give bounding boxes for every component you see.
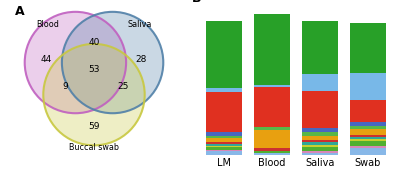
Bar bbox=[206, 138, 242, 142]
Bar bbox=[206, 142, 242, 144]
Bar bbox=[350, 137, 386, 139]
Bar bbox=[206, 150, 242, 151]
Bar bbox=[206, 132, 242, 136]
Bar bbox=[350, 128, 386, 135]
Bar bbox=[206, 144, 242, 146]
Text: 28: 28 bbox=[136, 55, 147, 64]
Bar bbox=[350, 73, 386, 100]
Bar bbox=[254, 85, 290, 87]
Text: 40: 40 bbox=[88, 38, 100, 47]
Bar bbox=[206, 147, 242, 150]
Text: 25: 25 bbox=[117, 82, 128, 91]
Text: Buccal swab: Buccal swab bbox=[69, 143, 119, 152]
Bar bbox=[254, 148, 290, 151]
Bar bbox=[254, 14, 290, 85]
Bar bbox=[350, 139, 386, 141]
Bar bbox=[302, 128, 338, 132]
Bar bbox=[350, 23, 386, 73]
Bar bbox=[302, 21, 338, 74]
Bar bbox=[254, 153, 290, 155]
Bar bbox=[350, 126, 386, 128]
Bar bbox=[302, 136, 338, 140]
Bar bbox=[254, 130, 290, 148]
Bar bbox=[302, 132, 338, 136]
Bar bbox=[254, 87, 290, 127]
Bar bbox=[206, 151, 242, 155]
Bar bbox=[206, 88, 242, 92]
Bar bbox=[302, 140, 338, 142]
Text: 59: 59 bbox=[88, 122, 100, 131]
Bar bbox=[350, 146, 386, 148]
Text: 44: 44 bbox=[41, 55, 52, 64]
Bar bbox=[302, 151, 338, 153]
Circle shape bbox=[25, 12, 126, 113]
Circle shape bbox=[62, 12, 163, 113]
Text: Saliva: Saliva bbox=[127, 20, 152, 29]
Bar bbox=[254, 151, 290, 153]
Bar bbox=[302, 142, 338, 144]
Bar bbox=[302, 74, 338, 91]
Bar bbox=[350, 135, 386, 137]
Bar bbox=[206, 21, 242, 88]
Bar bbox=[302, 147, 338, 151]
Bar bbox=[206, 92, 242, 132]
Text: 9: 9 bbox=[62, 82, 68, 91]
Text: 53: 53 bbox=[88, 65, 100, 74]
Bar bbox=[302, 91, 338, 128]
Bar bbox=[350, 100, 386, 122]
Bar bbox=[206, 146, 242, 147]
Bar bbox=[350, 148, 386, 155]
Bar bbox=[302, 144, 338, 147]
Text: B: B bbox=[192, 0, 202, 5]
Circle shape bbox=[43, 44, 145, 145]
Bar bbox=[350, 141, 386, 146]
Bar bbox=[206, 136, 242, 138]
Text: Blood: Blood bbox=[36, 20, 60, 29]
Bar bbox=[254, 127, 290, 130]
Bar bbox=[350, 122, 386, 126]
Text: A: A bbox=[14, 5, 24, 18]
Bar bbox=[302, 153, 338, 155]
